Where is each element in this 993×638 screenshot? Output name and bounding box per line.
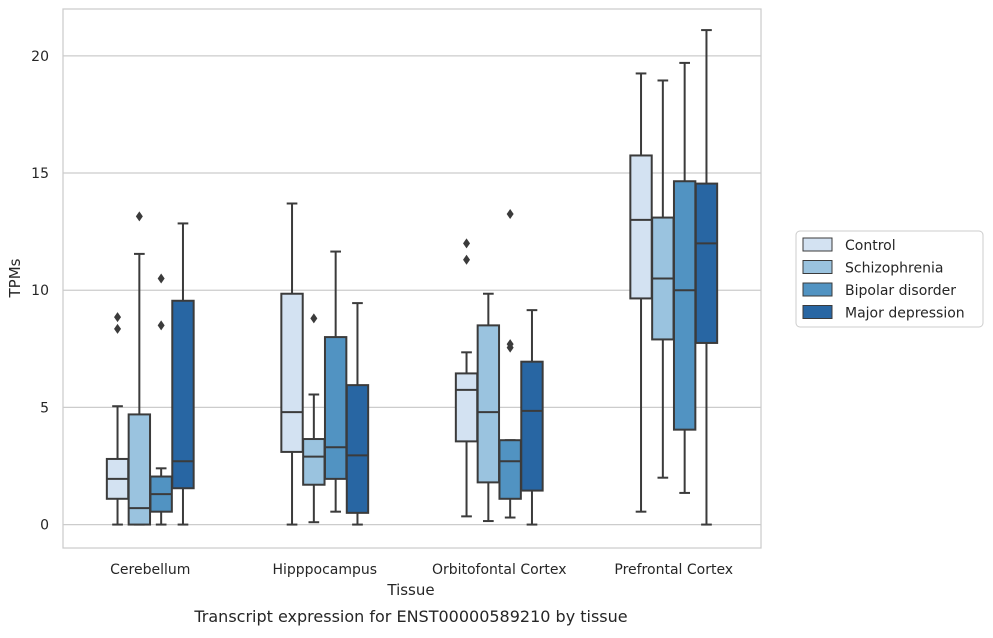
box-major-depression: [171, 222, 195, 526]
legend-swatch: [802, 260, 833, 274]
box-iqr: [476, 324, 501, 484]
y-tick-label: 5: [40, 400, 49, 416]
y-tick-label: 20: [31, 49, 49, 65]
outlier-point: [463, 238, 471, 249]
box-control: [629, 72, 653, 513]
outlier-point: [506, 209, 514, 220]
outlier-point: [114, 312, 122, 323]
legend-label: Bipolar disorder: [845, 283, 956, 299]
box-iqr: [127, 413, 152, 526]
box-major-depression: [694, 29, 719, 526]
boxes: [105, 29, 719, 526]
y-axis-ticks: 0 5 10 15 20: [31, 49, 49, 534]
x-tick-label: Orbitofontal Cortex: [432, 562, 567, 578]
x-axis-label: Tissue: [386, 581, 434, 599]
box-schizophrenia: [651, 79, 675, 479]
outlier-point: [157, 273, 165, 284]
box-iqr: [694, 182, 719, 344]
outlier-point: [463, 254, 471, 265]
box-bipolar-disorder: [498, 209, 522, 519]
y-tick-label: 0: [40, 518, 49, 534]
box-schizophrenia: [476, 292, 501, 523]
outlier-point: [135, 211, 143, 222]
legend-label: Control: [845, 238, 896, 254]
box-iqr: [672, 180, 697, 431]
outlier-point: [506, 339, 514, 350]
box-iqr: [171, 299, 195, 490]
box-iqr: [520, 360, 544, 492]
box-major-depression: [520, 309, 544, 526]
box-schizophrenia: [302, 313, 326, 524]
box-control: [454, 238, 479, 518]
box-iqr: [323, 336, 348, 480]
legend-label: Schizophrenia: [845, 261, 943, 277]
outlier-point: [114, 323, 122, 334]
chart-title: Transcript expression for ENST0000058921…: [193, 607, 627, 626]
box-major-depression: [345, 302, 370, 526]
x-tick-label: Cerebellum: [110, 562, 190, 578]
box-control: [280, 202, 304, 526]
box-iqr: [498, 439, 522, 500]
outlier-point: [157, 320, 165, 331]
legend-frame: [795, 230, 984, 328]
box-bipolar-disorder: [323, 250, 348, 513]
box-iqr: [280, 292, 304, 453]
box-bipolar-disorder: [672, 61, 697, 494]
y-axis-label: TPMs: [6, 258, 24, 298]
legend-swatch: [802, 282, 833, 297]
x-axis-ticks: Cerebellum Hipppocampus Orbitofontal Corte…: [110, 562, 733, 578]
legend-swatch: [802, 237, 833, 252]
x-tick-label: Hipppocampus: [272, 562, 377, 578]
box-schizophrenia: [127, 211, 152, 526]
y-tick-label: 15: [31, 166, 49, 182]
x-tick-label: Prefrontal Cortex: [614, 562, 733, 578]
box-bipolar-disorder: [149, 273, 173, 526]
box-iqr: [629, 154, 653, 300]
legend-label: Major depression: [845, 306, 965, 322]
outlier-point: [310, 313, 318, 324]
box-iqr: [302, 438, 326, 486]
legend: Control Schizophrenia Bipolar disorder Majo…: [795, 230, 984, 328]
plot-area-frame: [62, 8, 762, 549]
box-iqr: [454, 372, 479, 443]
box-iqr: [345, 384, 370, 514]
legend-swatch: [802, 305, 833, 319]
y-tick-label: 10: [31, 283, 49, 299]
box-control: [105, 312, 130, 526]
